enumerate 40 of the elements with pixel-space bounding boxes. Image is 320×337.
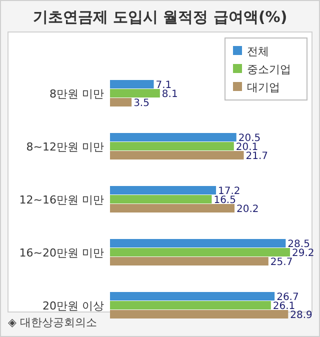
- y-tick-label: 8~12만원 미만: [26, 140, 104, 154]
- bar: [110, 133, 236, 142]
- data-label: 21.7: [246, 151, 268, 162]
- data-label: 20.1: [236, 142, 258, 153]
- data-label: 17.2: [218, 186, 240, 197]
- chart-title: 기초연금제 도입시 월적정 급여액(%): [32, 8, 288, 26]
- data-label: 16.5: [214, 195, 236, 206]
- bar: [110, 142, 234, 150]
- data-label: 26.7: [276, 292, 299, 303]
- y-tick-label: 16~20만원 미만: [19, 246, 104, 260]
- bar: [110, 151, 244, 160]
- text: ◈ 대한상공회의소: [8, 316, 97, 329]
- bar: [110, 80, 154, 88]
- y-tick-label: 8만원 미만: [50, 88, 104, 100]
- data-label: 20.2: [236, 204, 259, 215]
- data-label: 26.1: [272, 301, 296, 312]
- data-label: 3.5: [134, 98, 150, 109]
- data-label: 7.1: [156, 80, 172, 91]
- bar: [110, 98, 132, 106]
- bar: [110, 257, 268, 266]
- data-label: 20.5: [238, 133, 261, 144]
- bar: [110, 310, 288, 318]
- bar: [110, 239, 286, 248]
- bar: [110, 204, 235, 212]
- data-label: 29.2: [292, 248, 314, 259]
- bar: [110, 248, 290, 256]
- bar: [110, 292, 275, 300]
- bar: [110, 186, 216, 194]
- legend-label: 대기업: [247, 81, 280, 94]
- y-tick-label: 12~16만원 미만: [19, 194, 104, 206]
- bar: [110, 195, 212, 204]
- data-label: 28.5: [288, 239, 310, 250]
- data-label: 8.1: [162, 89, 178, 100]
- data-label: 25.7: [270, 257, 293, 268]
- y-tick-label: 20만원 이상: [42, 300, 104, 312]
- legend-label: 중소기업: [247, 63, 291, 76]
- bar: [110, 301, 271, 310]
- legend-label: 전체: [247, 45, 269, 58]
- bar: [110, 89, 160, 98]
- data-label: 28.9: [290, 310, 312, 321]
